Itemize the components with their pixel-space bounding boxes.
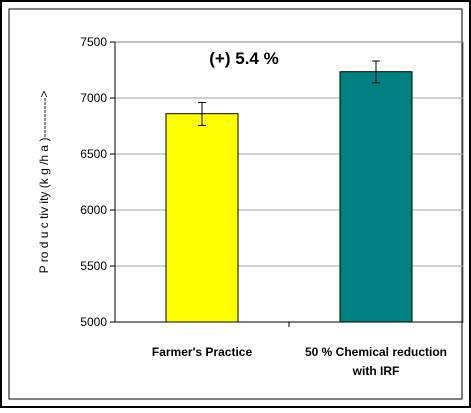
- bar: [165, 113, 239, 323]
- bar: [339, 71, 413, 323]
- bars: [165, 60, 413, 323]
- annotation-label: (+) 5.4 %: [209, 49, 278, 68]
- x-category-label: 50 % Chemical reduction: [305, 345, 447, 359]
- y-axis-label: P ro d u c tiv ity (k g /h a )----------…: [37, 91, 51, 274]
- y-tick-label: 5500: [80, 259, 107, 273]
- inner-border: [8, 8, 463, 400]
- y-tick-label: 6000: [80, 203, 107, 217]
- y-tick-label: 6500: [80, 147, 107, 161]
- x-category-label: with IRF: [352, 364, 400, 378]
- y-tick-label: 5000: [80, 315, 107, 329]
- y-tick-label: 7500: [80, 35, 107, 49]
- axes: 5000 5500 6000 6500 7000 7500 Farmer's Practic…: [80, 35, 463, 378]
- y-tick-label: 7000: [80, 91, 107, 105]
- x-category-label: Farmer's Practice: [152, 345, 253, 359]
